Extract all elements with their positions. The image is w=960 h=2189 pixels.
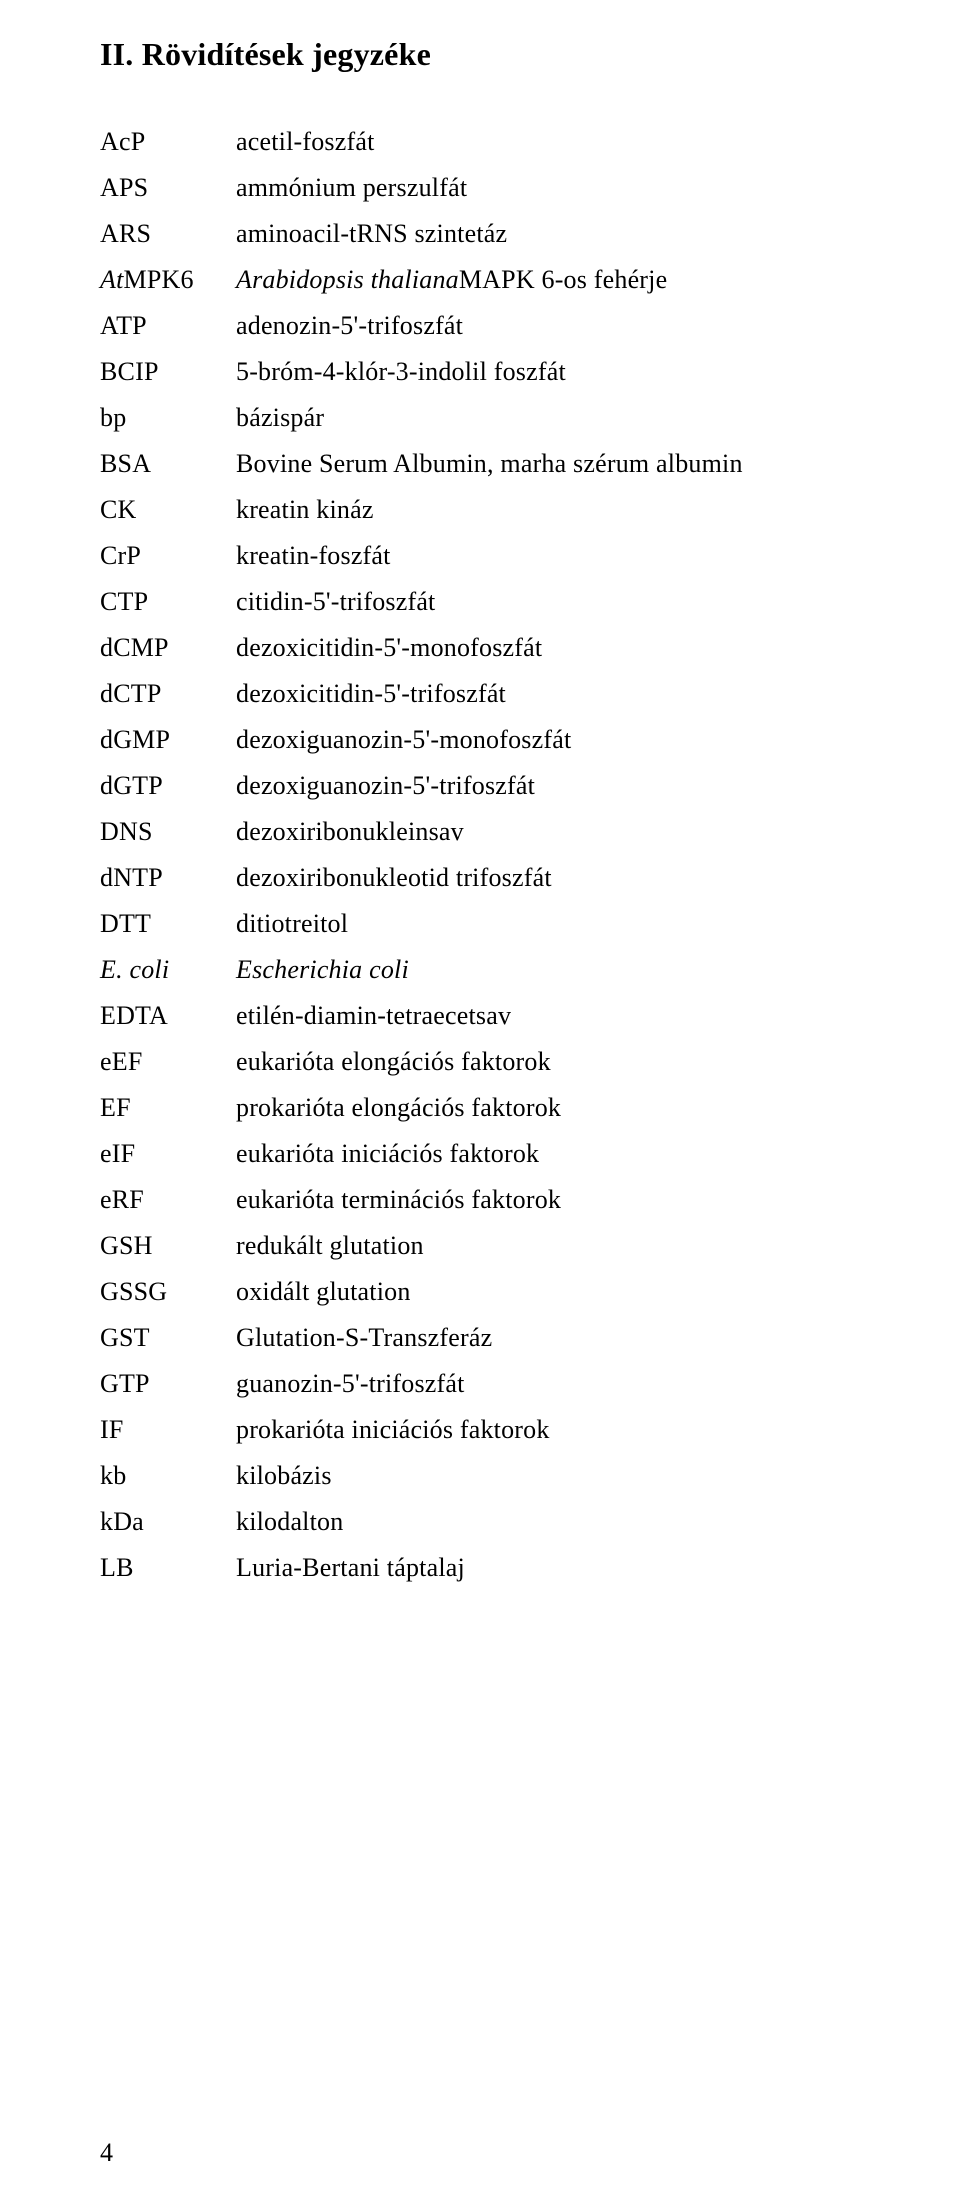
page: II. Rövidítések jegyzéke AcPacetil-foszf… bbox=[0, 0, 960, 1652]
abbrev-definition: dezoxiribonukleotid trifoszfát bbox=[236, 855, 862, 901]
abbrev-definition: Luria-Bertani táptalaj bbox=[236, 1545, 862, 1591]
abbrev-term: DNS bbox=[100, 809, 236, 855]
abbrev-definition: prokarióta iniciációs faktorok bbox=[236, 1407, 862, 1453]
abbrev-term: LB bbox=[100, 1545, 236, 1591]
abbrev-term: GST bbox=[100, 1315, 236, 1361]
abbrev-term: APS bbox=[100, 165, 236, 211]
abbrev-term-rest: MPK6 bbox=[124, 265, 194, 294]
abbrev-term: E. coli bbox=[100, 947, 236, 993]
abbrev-term: bp bbox=[100, 395, 236, 441]
abbrev-term: AtMPK6 bbox=[100, 257, 236, 303]
abbrev-term: eRF bbox=[100, 1177, 236, 1223]
abbrev-term: CTP bbox=[100, 579, 236, 625]
abbrev-term: eIF bbox=[100, 1131, 236, 1177]
abbrev-term: GTP bbox=[100, 1361, 236, 1407]
abbrev-term: EDTA bbox=[100, 993, 236, 1039]
abbrev-definition: etilén-diamin-tetraecetsav bbox=[236, 993, 862, 1039]
abbrev-definition: bázispár bbox=[236, 395, 862, 441]
abbrev-term: BSA bbox=[100, 441, 236, 487]
abbrev-term: ARS bbox=[100, 211, 236, 257]
abbrev-definition: 5-bróm-4-klór-3-indolil foszfát bbox=[236, 349, 862, 395]
abbrev-definition: kreatin kináz bbox=[236, 487, 862, 533]
abbrev-definition: ditiotreitol bbox=[236, 901, 862, 947]
abbrev-definition: guanozin-5'-trifoszfát bbox=[236, 1361, 862, 1407]
abbrev-definition: eukarióta elongációs faktorok bbox=[236, 1039, 862, 1085]
abbrev-term: GSH bbox=[100, 1223, 236, 1269]
abbrev-def-italic: Arabidopsis thaliana bbox=[236, 265, 459, 294]
abbreviation-table: AcPacetil-foszfátAPSammónium perszulfátA… bbox=[100, 119, 862, 1592]
abbrev-definition: adenozin-5'-trifoszfát bbox=[236, 303, 862, 349]
abbrev-def-italic: Escherichia coli bbox=[236, 955, 409, 984]
abbrev-term: dCMP bbox=[100, 625, 236, 671]
abbrev-term: GSSG bbox=[100, 1269, 236, 1315]
abbrev-term: AcP bbox=[100, 119, 236, 165]
abbrev-definition: dezoxiguanozin-5'-trifoszfát bbox=[236, 763, 862, 809]
abbrev-term: DTT bbox=[100, 901, 236, 947]
abbrev-definition: redukált glutation bbox=[236, 1223, 862, 1269]
abbrev-term: CK bbox=[100, 487, 236, 533]
abbrev-term: ATP bbox=[100, 303, 236, 349]
abbrev-term: eEF bbox=[100, 1039, 236, 1085]
abbrev-term: CrP bbox=[100, 533, 236, 579]
abbrev-definition: dezoxicitidin-5'-trifoszfát bbox=[236, 671, 862, 717]
abbrev-term: IF bbox=[100, 1407, 236, 1453]
abbrev-definition: dezoxiguanozin-5'-monofoszfát bbox=[236, 717, 862, 763]
abbrev-definition: oxidált glutation bbox=[236, 1269, 862, 1315]
abbrev-definition: citidin-5'-trifoszfát bbox=[236, 579, 862, 625]
abbrev-definition: acetil-foszfát bbox=[236, 119, 862, 165]
abbrev-definition: Escherichia coli bbox=[236, 947, 862, 993]
abbrev-definition: kreatin-foszfát bbox=[236, 533, 862, 579]
abbrev-definition: kilobázis bbox=[236, 1453, 862, 1499]
abbrev-definition: Arabidopsis thalianaMAPK 6-os fehérje bbox=[236, 257, 862, 303]
page-title: II. Rövidítések jegyzéke bbox=[100, 36, 862, 73]
abbrev-term: dGMP bbox=[100, 717, 236, 763]
abbrev-definition: kilodalton bbox=[236, 1499, 862, 1545]
abbrev-definition: dezoxiribonukleinsav bbox=[236, 809, 862, 855]
abbrev-definition: Bovine Serum Albumin, marha szérum album… bbox=[236, 441, 862, 487]
abbrev-term-italic-part: At bbox=[100, 265, 124, 294]
abbrev-def-rest: MAPK 6-os fehérje bbox=[459, 265, 667, 294]
abbrev-definition: eukarióta terminációs faktorok bbox=[236, 1177, 862, 1223]
abbrev-term: dGTP bbox=[100, 763, 236, 809]
abbrev-definition: Glutation-S-Transzferáz bbox=[236, 1315, 862, 1361]
abbrev-term: kDa bbox=[100, 1499, 236, 1545]
abbrev-term: dNTP bbox=[100, 855, 236, 901]
abbrev-term: BCIP bbox=[100, 349, 236, 395]
abbrev-term-text: E. coli bbox=[100, 955, 169, 984]
abbrev-definition: dezoxicitidin-5'-monofoszfát bbox=[236, 625, 862, 671]
abbrev-definition: aminoacil-tRNS szintetáz bbox=[236, 211, 862, 257]
abbrev-definition: eukarióta iniciációs faktorok bbox=[236, 1131, 862, 1177]
abbrev-term: kb bbox=[100, 1453, 236, 1499]
abbrev-term: EF bbox=[100, 1085, 236, 1131]
abbrev-definition: ammónium perszulfát bbox=[236, 165, 862, 211]
page-number: 4 bbox=[100, 2138, 113, 2168]
abbrev-term: dCTP bbox=[100, 671, 236, 717]
abbrev-definition: prokarióta elongációs faktorok bbox=[236, 1085, 862, 1131]
